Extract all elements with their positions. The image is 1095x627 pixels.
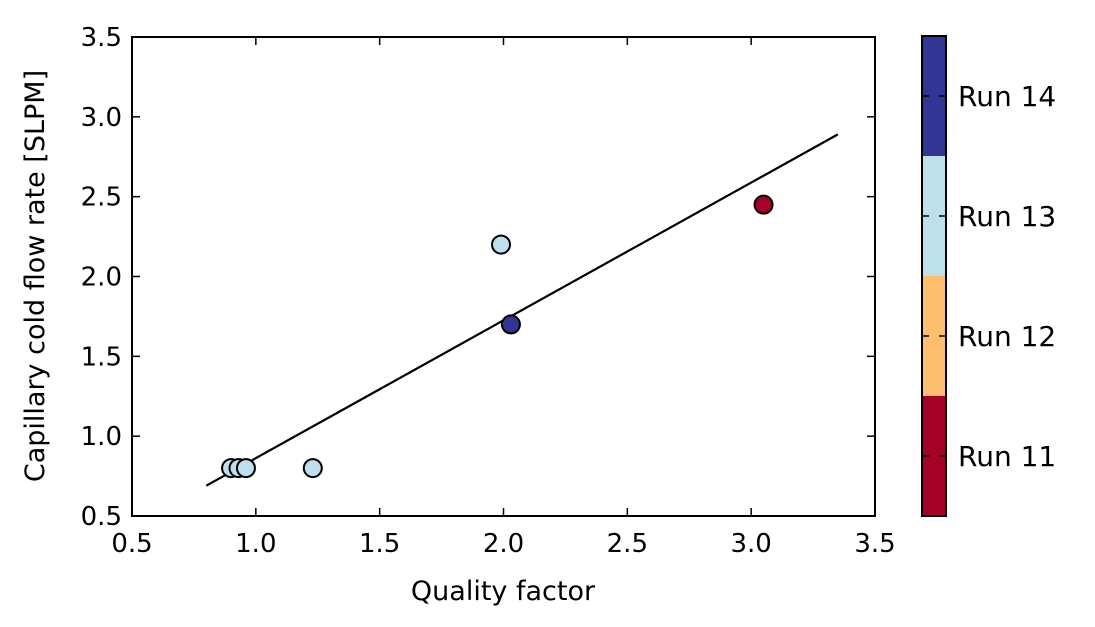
y-tick-label: 1.0 <box>81 422 122 452</box>
y-tick-label: 1.5 <box>81 342 122 372</box>
colorbar-label: Run 14 <box>958 80 1056 113</box>
colorbar-label: Run 13 <box>958 200 1056 233</box>
y-tick-label: 2.0 <box>81 263 122 293</box>
x-tick-label: 3.5 <box>854 529 895 559</box>
colorbar-label: Run 12 <box>958 320 1056 353</box>
x-tick-label: 1.5 <box>359 529 400 559</box>
data-point <box>302 458 323 479</box>
colorbar-frame <box>921 35 947 517</box>
colorbar: Run 11 Run 12 Run 13 Run 14 <box>921 35 1056 517</box>
y-tick-label: 3.5 <box>81 23 122 53</box>
data-point <box>491 234 512 255</box>
colorbar-label: Run 11 <box>958 440 1056 473</box>
x-tick-label: 2.5 <box>607 529 648 559</box>
x-tick-label: 1.0 <box>235 529 276 559</box>
y-tick-label: 3.0 <box>81 103 122 133</box>
x-axis-label: Quality factor <box>411 576 596 607</box>
plot-frame <box>131 36 876 517</box>
y-tick-label: 0.5 <box>81 502 122 532</box>
y-axis-label: Capillary cold flow rate [SLPM] <box>20 70 51 482</box>
x-tick-label: 0.5 <box>111 529 152 559</box>
y-tick-label: 2.5 <box>81 183 122 213</box>
data-point <box>753 194 774 215</box>
plot-area: 0.5 1.0 1.5 2.0 2.5 3.0 3.5 0.5 1.0 1.5 2.0 2.5 3.0 3… <box>81 23 896 559</box>
fit-line <box>205 133 839 487</box>
x-tick-label: 3.0 <box>730 529 771 559</box>
data-point <box>500 314 521 335</box>
data-point <box>235 458 256 479</box>
x-tick-label: 2.0 <box>483 529 524 559</box>
